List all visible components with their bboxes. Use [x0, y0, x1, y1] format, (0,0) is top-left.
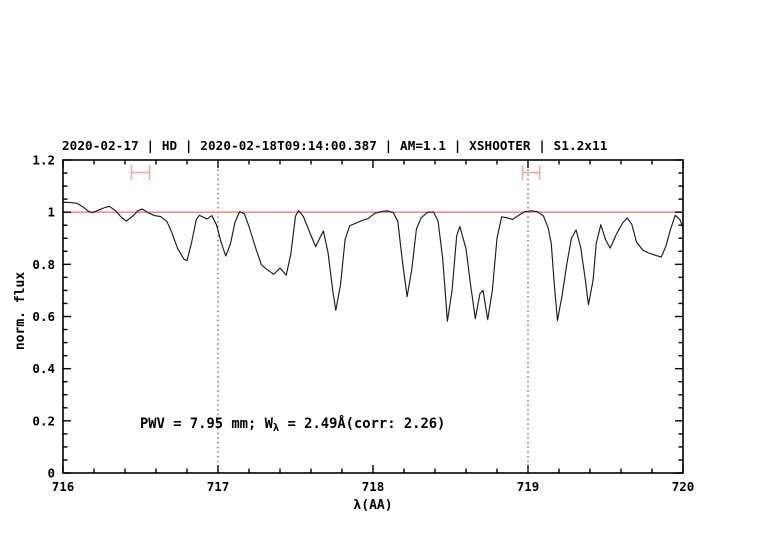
x-tick-label: 717: [207, 479, 230, 494]
x-axis-label: λ(AA): [353, 498, 392, 513]
plot-title: 2020-02-17 | HD | 2020-02-18T09:14:00.38…: [62, 138, 607, 153]
x-tick-label: 718: [362, 479, 385, 494]
y-tick-label: 0.4: [32, 361, 55, 376]
y-axis-label: norm. flux: [13, 272, 28, 350]
y-tick-label: 1: [47, 205, 55, 220]
pwv-annotation: PWV = 7.95 mm; Wλ = 2.49Å(corr: 2.26): [140, 415, 445, 434]
y-tick-label: 0.8: [32, 257, 55, 272]
x-tick-label: 720: [672, 479, 695, 494]
spectrum-curve: [62, 201, 684, 322]
y-tick-label: 0.6: [32, 309, 55, 324]
x-tick-label: 719: [517, 479, 540, 494]
y-tick-label: 0.2: [32, 413, 55, 428]
chart-layers: 716 717 718 719 720 0 0.2 0.4 0.6 0.8 1 1.2: [32, 153, 694, 495]
y-tick-label: 0: [47, 466, 55, 481]
y-tick-label: 1.2: [32, 153, 55, 168]
pwv-annotation-part1: PWV = 7.95 mm; W: [140, 416, 274, 432]
pwv-annotation-lambda-subscript: λ: [273, 422, 279, 434]
pwv-annotation-part2: = 2.49Å(corr: 2.26): [279, 415, 445, 432]
x-tick-label: 716: [52, 479, 75, 494]
